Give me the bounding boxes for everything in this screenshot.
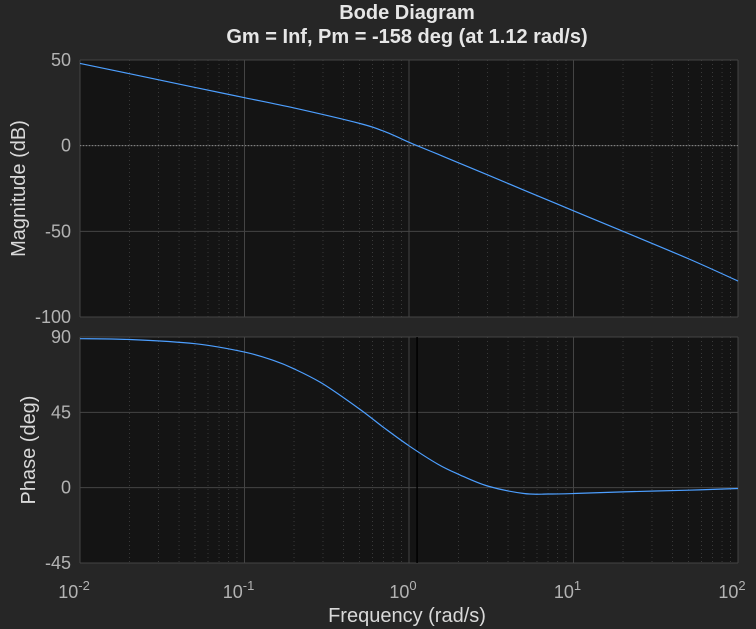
magnitude-y-tick-label: -100 [35, 307, 71, 327]
x-tick-label: 101 [554, 578, 581, 602]
magnitude-y-tick-label: 50 [51, 50, 71, 70]
magnitude-y-tick-labels: 50 0 -50 -100 [35, 50, 71, 327]
phase-grid [79, 336, 739, 564]
x-tick-base: 10 [718, 582, 738, 602]
x-tick-exponent: 0 [409, 578, 416, 593]
phase-y-tick-label: 90 [51, 327, 71, 347]
magnitude-y-tick-label: 0 [61, 136, 71, 156]
phase-y-axis-label: Phase (deg) [18, 396, 40, 505]
x-axis-label: Frequency (rad/s) [328, 605, 486, 627]
magnitude-grid [79, 59, 739, 318]
x-tick-exponent: -1 [243, 578, 255, 593]
magnitude-y-axis-label: Magnitude (dB) [8, 120, 30, 257]
x-tick-base: 10 [58, 582, 78, 602]
x-tick-exponent: -2 [78, 578, 90, 593]
x-tick-label: 100 [389, 578, 416, 602]
phase-y-tick-label: 0 [61, 478, 71, 498]
x-tick-label: 10-2 [58, 578, 90, 602]
chart-title: Bode Diagram [339, 2, 475, 24]
x-tick-base: 10 [223, 582, 243, 602]
magnitude-y-tick-label: -50 [45, 221, 71, 241]
x-tick-base: 10 [554, 582, 574, 602]
magnitude-series-line [79, 62, 739, 282]
magnitude-panel: 50 0 -50 -100 Magnitude (dB) [8, 50, 739, 327]
phase-y-tick-labels: 90 45 0 -45 [45, 327, 71, 573]
phase-panel: 90 45 0 -45 Phase (deg) [18, 327, 739, 573]
x-tick-labels: 10-2 10-1 100 101 102 [58, 578, 745, 602]
x-tick-label: 10-1 [223, 578, 255, 602]
x-tick-exponent: 2 [738, 578, 745, 593]
phase-y-tick-label: 45 [51, 402, 71, 422]
x-tick-base: 10 [389, 582, 409, 602]
phase-series-line [79, 338, 739, 495]
phase-y-tick-label: -45 [45, 553, 71, 573]
x-tick-exponent: 1 [574, 578, 581, 593]
chart-subtitle: Gm = Inf, Pm = -158 deg (at 1.12 rad/s) [226, 26, 587, 48]
x-tick-label: 102 [718, 578, 745, 602]
